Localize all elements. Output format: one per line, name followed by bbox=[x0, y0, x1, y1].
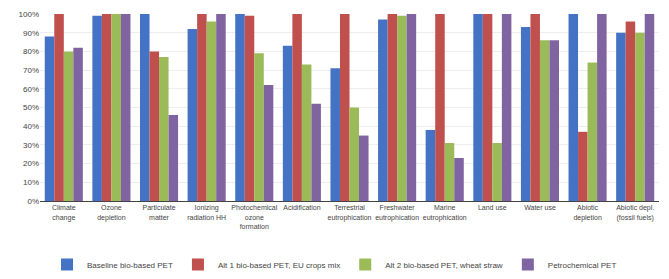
svg-text:Acidification: Acidification bbox=[283, 204, 320, 211]
svg-text:Alt 2 bio-based PET, wheat str: Alt 2 bio-based PET, wheat straw bbox=[385, 261, 503, 270]
svg-text:60%: 60% bbox=[23, 85, 39, 94]
svg-text:20%: 20% bbox=[23, 159, 39, 168]
svg-text:Photochemicalozoneformation: Photochemicalozoneformation bbox=[231, 204, 277, 229]
svg-text:80%: 80% bbox=[23, 47, 39, 56]
svg-text:Terrestrialeutrophication: Terrestrialeutrophication bbox=[328, 204, 372, 221]
svg-text:Freshwatereutrophication: Freshwatereutrophication bbox=[375, 204, 419, 221]
svg-text:10%: 10% bbox=[23, 178, 39, 187]
svg-text:70%: 70% bbox=[23, 66, 39, 75]
svg-text:Marineeutrophication: Marineeutrophication bbox=[423, 204, 467, 221]
svg-text:Petrochemical PET: Petrochemical PET bbox=[548, 261, 617, 270]
svg-text:Particulatematter: Particulatematter bbox=[143, 204, 176, 220]
svg-text:40%: 40% bbox=[23, 122, 39, 131]
svg-text:Baseline bio-based PET: Baseline bio-based PET bbox=[87, 261, 173, 270]
svg-text:Abiotic depl.(fossil fuels): Abiotic depl.(fossil fuels) bbox=[616, 204, 654, 221]
svg-text:30%: 30% bbox=[23, 141, 39, 150]
svg-text:90%: 90% bbox=[23, 29, 39, 38]
svg-text:50%: 50% bbox=[23, 103, 39, 112]
svg-text:Land use: Land use bbox=[478, 204, 507, 211]
svg-text:Alt 1 bio-based PET, EU crops: Alt 1 bio-based PET, EU crops mix bbox=[218, 261, 340, 270]
svg-text:100%: 100% bbox=[19, 10, 39, 19]
svg-text:Abioticdepletion: Abioticdepletion bbox=[573, 204, 602, 221]
svg-text:Ozonedepletion: Ozonedepletion bbox=[97, 204, 126, 221]
svg-text:0%: 0% bbox=[27, 197, 39, 206]
svg-text:Climatechange: Climatechange bbox=[52, 204, 76, 221]
svg-text:Water use: Water use bbox=[524, 204, 556, 211]
svg-text:Ionizingradiation HH: Ionizingradiation HH bbox=[187, 204, 226, 220]
